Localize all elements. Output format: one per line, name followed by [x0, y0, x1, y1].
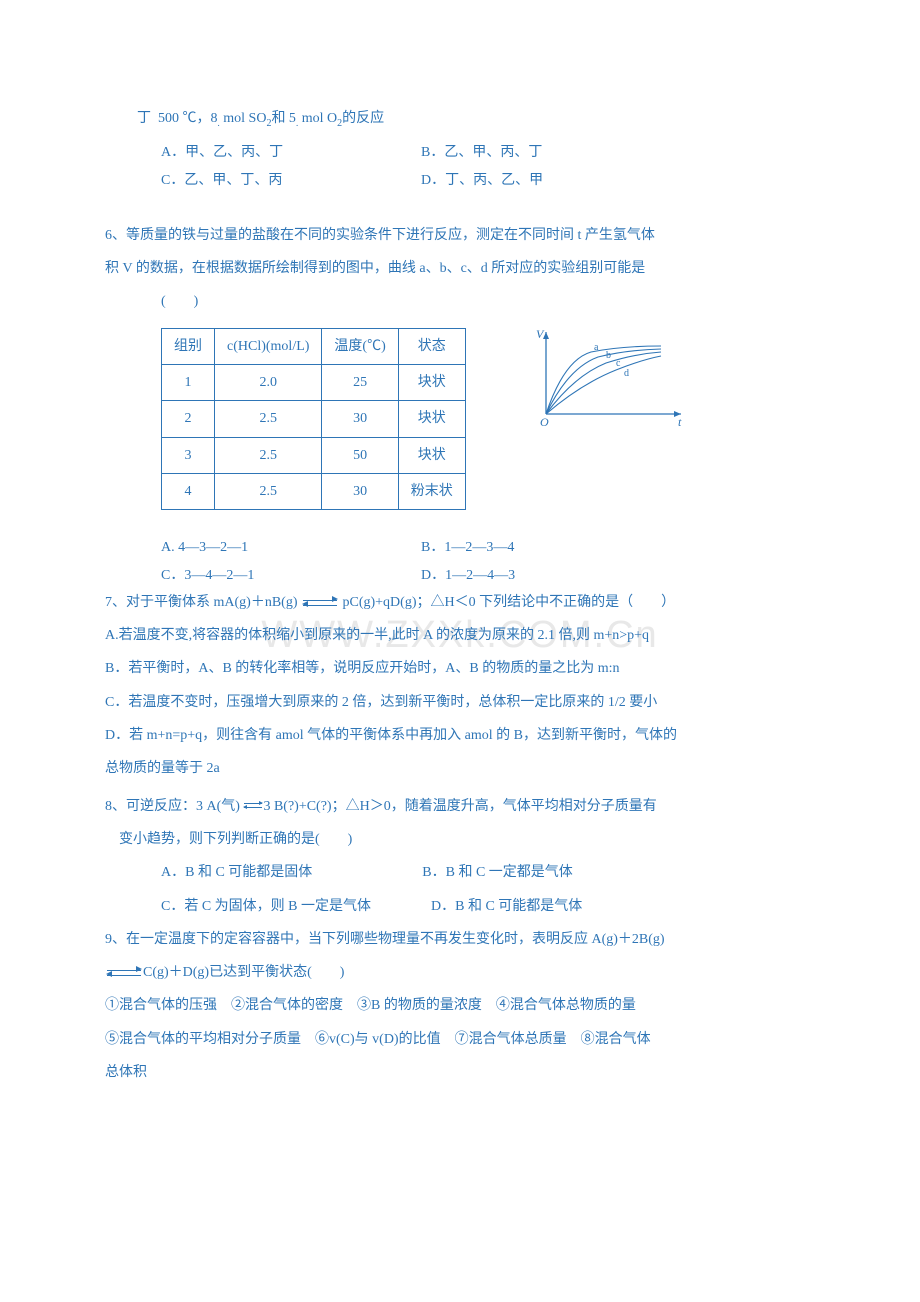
q6-options-row2: C．3—4—2—1 D．1—2—4—3: [105, 562, 825, 589]
q6-td: 25: [322, 365, 398, 401]
q7-stem-pre: 7、对于平衡体系 mA(g)＋nB(g): [105, 595, 301, 610]
q8-stem1-post: 3 B(?)+C(?)；△H＞0，随着温度升高，气体平均相对分子质量有: [263, 799, 656, 814]
q6-td: 2.5: [215, 473, 322, 509]
q6-th-0: 组别: [162, 328, 215, 364]
q6-td: 2.0: [215, 365, 322, 401]
svg-text:c: c: [616, 358, 621, 369]
q6-opt-d: D．1—2—4—3: [421, 562, 515, 589]
q8-opt-c: C．若 C 为固体，则 B 一定是气体: [161, 899, 371, 914]
q6-th-2: 温度(℃): [322, 328, 398, 364]
document-body: 丁 500 ℃，8. mol SO2和 5. mol O2的反应 A．甲、乙、丙…: [105, 105, 825, 1086]
q6-graph: V t O a b c d: [526, 324, 691, 439]
q7-stem-post: pC(g)+qD(g)；△H＜0 下列结论中不正确的是（ ）: [339, 595, 675, 610]
q6-td: 粉末状: [398, 473, 465, 509]
q9-stem2: C(g)＋D(g)已达到平衡状态( ): [105, 959, 825, 986]
q6-td: 30: [322, 401, 398, 437]
q9-stem2-post: C(g)＋D(g)已达到平衡状态( ): [143, 965, 344, 980]
q6-td: 块状: [398, 365, 465, 401]
q6-stem-2: 积 V 的数据，在根据数据所绘制得到的图中，曲线 a、b、c、d 所对应的实验组…: [105, 255, 825, 282]
q5-options-row1: A．甲、乙、丙、丁 B．乙、甲、丙、丁: [105, 139, 825, 166]
q7-stem: 7、对于平衡体系 mA(g)＋nB(g) pC(g)+qD(g)；△H＜0 下列…: [105, 589, 825, 616]
q6-options-row1: A. 4—3—2—1 B．1—2—3—4: [105, 534, 825, 561]
q8-opt-d: D．B 和 C 可能都是气体: [431, 899, 582, 914]
q6-td: 50: [322, 437, 398, 473]
q6-td: 3: [162, 437, 215, 473]
equilibrium-arrow-icon: [244, 801, 262, 811]
svg-text:t: t: [678, 415, 682, 429]
q7-a: A.若温度不变,将容器的体积缩小到原来的一半,此时 A 的浓度为原来的 2.1 …: [105, 622, 825, 649]
q6-th-1: c(HCl)(mol/L): [215, 328, 322, 364]
q8-stem1-pre: 8、可逆反应：3 A(气): [105, 799, 243, 814]
q9-line3: ①混合气体的压强 ②混合气体的密度 ③B 的物质的量浓度 ④混合气体总物质的量: [105, 992, 825, 1019]
q8-row1: A．B 和 C 可能都是固体 B．B 和 C 一定都是气体: [105, 859, 825, 886]
line-ding: 丁 500 ℃，8. mol SO2和 5. mol O2的反应: [105, 105, 825, 133]
q6-td: 2.5: [215, 437, 322, 473]
q6-stem-1: 6、等质量的铁与过量的盐酸在不同的实验条件下进行反应，测定在不同时间 t 产生氢…: [105, 222, 825, 249]
q5-opt-d: D．丁、丙、乙、甲: [421, 167, 543, 194]
q8-opt-a: A．B 和 C 可能都是固体: [161, 865, 312, 880]
q7-d2: 总物质的量等于 2a: [105, 755, 825, 782]
q8-stem2: 变小趋势，则下列判断正确的是( ): [105, 826, 825, 853]
q6-opt-c: C．3—4—2—1: [161, 562, 421, 589]
q9-stem1: 9、在一定温度下的定容容器中，当下列哪些物理量不再发生变化时，表明反应 A(g)…: [105, 926, 825, 953]
q5-options-row2: C．乙、甲、丁、丙 D．丁、丙、乙、甲: [105, 167, 825, 194]
q8-opt-b: B．B 和 C 一定都是气体: [422, 865, 573, 880]
q5-opt-b: B．乙、甲、丙、丁: [421, 139, 542, 166]
q6-td: 2.5: [215, 401, 322, 437]
svg-text:a: a: [594, 342, 599, 353]
q6-td: 2: [162, 401, 215, 437]
q6-td: 1: [162, 365, 215, 401]
q6-td: 30: [322, 473, 398, 509]
q6-td: 块状: [398, 401, 465, 437]
q6-th-3: 状态: [398, 328, 465, 364]
q6-td: 块状: [398, 437, 465, 473]
q7-c: C．若温度不变时，压强增大到原来的 2 倍，达到新平衡时，总体积一定比原来的 1…: [105, 689, 825, 716]
q8-row2: C．若 C 为固体，则 B 一定是气体 D．B 和 C 可能都是气体: [105, 893, 825, 920]
q6-td: 4: [162, 473, 215, 509]
q7-d1: D．若 m+n=p+q，则往含有 amol 气体的平衡体系中再加入 amol 的…: [105, 722, 825, 749]
q5-opt-a: A．甲、乙、丙、丁: [161, 139, 421, 166]
svg-text:O: O: [540, 415, 549, 429]
q6-paren: ( ): [105, 288, 825, 315]
svg-text:b: b: [606, 350, 611, 361]
q6-opt-b: B．1—2—3—4: [421, 534, 514, 561]
equilibrium-arrow-icon: [303, 597, 337, 609]
q8-stem1: 8、可逆反应：3 A(气) 3 B(?)+C(?)；△H＞0，随着温度升高，气体…: [105, 793, 825, 820]
q6-table: 组别 c(HCl)(mol/L) 温度(℃) 状态 1 2.0 25 块状 2 …: [161, 328, 466, 510]
q9-line4: ⑤混合气体的平均相对分子质量 ⑥v(C)与 v(D)的比值 ⑦混合气体总质量 ⑧…: [105, 1026, 825, 1053]
q7-b: B．若平衡时，A、B 的转化率相等，说明反应开始时，A、B 的物质的量之比为 m…: [105, 655, 825, 682]
svg-text:d: d: [624, 368, 629, 379]
q6-opt-a: A. 4—3—2—1: [161, 534, 421, 561]
q5-opt-c: C．乙、甲、丁、丙: [161, 167, 421, 194]
equilibrium-arrow-icon: [107, 967, 141, 979]
q9-line5: 总体积: [105, 1059, 825, 1086]
